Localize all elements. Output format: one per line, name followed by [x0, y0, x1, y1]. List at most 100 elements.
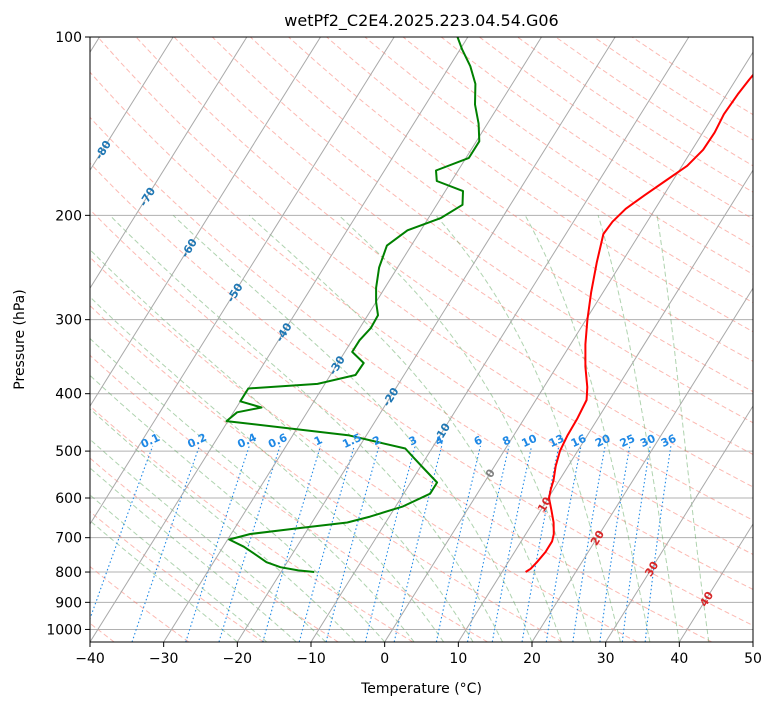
mixing-ratio-label: 3: [407, 433, 419, 448]
mixing-ratio-line: [644, 445, 672, 642]
isotherm: [752, 641, 753, 642]
mixing-ratio-line: [131, 445, 200, 642]
dry-adiabat: [326, 37, 753, 333]
dry-adiabat: [250, 37, 753, 393]
isotherm: [310, 37, 690, 642]
x-tick-label: −30: [149, 651, 179, 667]
mixing-ratio-label: 0.2: [186, 431, 209, 451]
mixing-ratio-label: 1: [312, 433, 324, 448]
dry-adiabat: [90, 457, 339, 642]
moist-adiabat: [90, 494, 268, 642]
isotherm-label: -50: [224, 281, 246, 305]
isotherm: [605, 405, 753, 642]
y-axis-ticks: 100 200 300 400 500 600 700 800 900 1000: [46, 30, 90, 638]
isotherm: [90, 37, 248, 290]
mixing-ratio-label: 36: [659, 432, 679, 450]
mixing-ratio-line: [185, 445, 250, 642]
background-lines: [90, 37, 753, 642]
dry-adiabat: [90, 209, 712, 642]
isotherm-label: -100: [0, 46, 24, 77]
mixing-ratio-line: [572, 445, 606, 642]
dry-adiabat: [90, 565, 190, 642]
isotherm-label: -80: [92, 138, 114, 162]
y-tick-label: 600: [55, 491, 82, 507]
isotherm-label: 30: [642, 559, 661, 579]
x-tick-label: −20: [223, 651, 253, 667]
mixing-ratio-line: [90, 445, 154, 621]
mixing-ratio-line: [325, 445, 380, 642]
moist-adiabat: [172, 214, 533, 642]
y-tick-label: 100: [55, 30, 82, 46]
dry-adiabat: [90, 510, 264, 642]
temperature-line: [525, 73, 753, 573]
moist-adiabat: [524, 215, 651, 642]
isotherm-label: -90: [49, 89, 71, 113]
x-tick-label: 10: [449, 651, 467, 667]
isotherm: [90, 37, 321, 408]
isotherm-label: 0: [483, 467, 498, 481]
x-tick-label: 30: [597, 651, 615, 667]
dry-adiabat: [90, 256, 638, 642]
mixing-ratio-label: 20: [593, 432, 613, 450]
moist-adiabat: [338, 214, 592, 642]
mixing-ratio-line: [435, 445, 482, 642]
profile-lines: [225, 37, 753, 573]
mixing-ratio-label: 13: [547, 432, 566, 450]
y-tick-label: 200: [55, 208, 82, 224]
y-tick-label: 800: [55, 565, 82, 581]
moist-adiabat: [90, 296, 445, 642]
moist-adiabat: [656, 215, 710, 642]
mixing-ratio-label: 2: [370, 433, 382, 448]
dry-adiabat: [631, 37, 753, 116]
mixing-ratio-label: 0.4: [235, 431, 258, 451]
isotherm: [90, 37, 174, 172]
y-tick-label: 1000: [46, 622, 82, 638]
dry-adiabat: [440, 37, 753, 247]
isotherm: [384, 51, 753, 642]
isotherm: [457, 169, 753, 642]
moist-adiabat: [90, 248, 474, 642]
isotherm: [531, 287, 753, 642]
moist-adiabat: [90, 438, 327, 642]
mixing-ratio-label: 10: [520, 432, 540, 450]
x-axis-ticks: −40 −30 −20 −10 0 10 20 30 40 50: [75, 642, 762, 667]
mixing-ratio-line: [621, 445, 651, 642]
dry-adiabat: [135, 37, 753, 488]
dry-adiabat: [479, 37, 753, 220]
y-axis-label: Pressure (hPa): [12, 289, 28, 389]
y-tick-label: 900: [55, 595, 82, 611]
mixing-ratio-line: [393, 445, 443, 642]
dry-adiabat: [90, 116, 753, 591]
mixing-ratio-label: 0.1: [139, 431, 162, 451]
dry-adiabat: [90, 354, 488, 642]
isotherm-label: -70: [137, 185, 159, 209]
x-tick-label: 20: [523, 651, 541, 667]
x-tick-label: 0: [380, 651, 389, 667]
isotherm: [90, 37, 469, 642]
moist-adiabat: [90, 408, 356, 642]
moist-adiabat: [435, 214, 621, 642]
dry-adiabat: [173, 37, 753, 456]
line-annotations: -100-90-80-70-60-50-40-30-20-10010203040…: [0, 46, 716, 609]
x-tick-label: 50: [744, 651, 762, 667]
mixing-ratio-label: 0.6: [266, 431, 289, 451]
dry-adiabat: [90, 162, 753, 627]
mixing-ratio-line: [599, 445, 631, 642]
moist-adiabat: [248, 214, 562, 642]
plot-frame: [89, 36, 754, 643]
mixing-ratio-line: [545, 445, 582, 642]
dry-adiabat: [90, 71, 753, 555]
isotherm-label: -60: [178, 236, 200, 260]
isotherm-label: -40: [273, 320, 295, 344]
isotherm: [90, 37, 395, 525]
mixing-ratio-line: [262, 445, 322, 642]
dry-adiabat: [97, 37, 753, 521]
mixing-ratio-label: 6: [472, 433, 485, 448]
mixing-ratio-label: 16: [569, 432, 589, 450]
moist-adiabat: [109, 214, 503, 642]
moist-adiabat: [90, 374, 386, 642]
mixing-ratio-line: [298, 445, 355, 642]
y-tick-label: 700: [55, 531, 82, 547]
y-tick-label: 400: [55, 387, 82, 403]
